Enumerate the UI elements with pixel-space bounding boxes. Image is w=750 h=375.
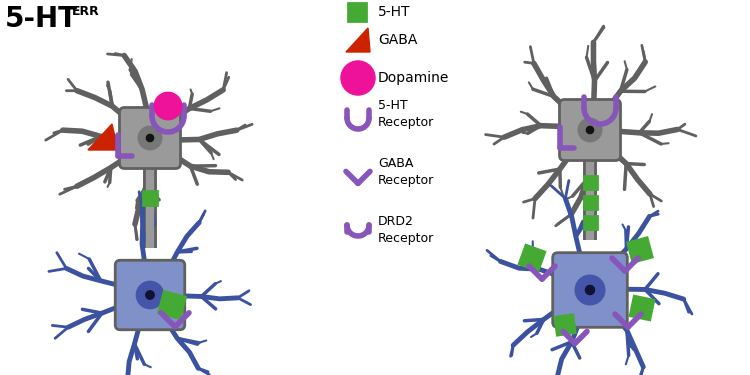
Polygon shape — [519, 245, 544, 271]
Circle shape — [578, 118, 602, 141]
FancyBboxPatch shape — [116, 260, 184, 330]
Text: 5-HT: 5-HT — [378, 5, 410, 19]
Polygon shape — [158, 291, 185, 318]
Circle shape — [146, 291, 154, 299]
Polygon shape — [88, 124, 118, 150]
Polygon shape — [628, 238, 652, 262]
Circle shape — [586, 285, 595, 294]
Polygon shape — [348, 3, 366, 21]
Text: DRD2
Receptor: DRD2 Receptor — [378, 215, 434, 245]
FancyBboxPatch shape — [560, 99, 620, 160]
Text: Dopamine: Dopamine — [378, 71, 449, 85]
Circle shape — [575, 276, 604, 304]
Text: GABA
Receptor: GABA Receptor — [378, 157, 434, 187]
Polygon shape — [555, 315, 575, 335]
Polygon shape — [346, 28, 370, 52]
Text: 5-HT: 5-HT — [5, 5, 78, 33]
Circle shape — [136, 282, 164, 308]
Circle shape — [155, 93, 181, 119]
Polygon shape — [584, 195, 596, 208]
Polygon shape — [584, 216, 596, 228]
Polygon shape — [630, 296, 654, 320]
Circle shape — [342, 62, 374, 94]
Polygon shape — [584, 176, 596, 189]
Text: GABA: GABA — [378, 33, 417, 47]
Polygon shape — [143, 191, 157, 205]
Circle shape — [586, 126, 593, 134]
FancyBboxPatch shape — [553, 253, 627, 327]
FancyBboxPatch shape — [119, 108, 181, 168]
Circle shape — [146, 134, 154, 142]
Text: 5-HT
Receptor: 5-HT Receptor — [378, 99, 434, 129]
Circle shape — [139, 127, 161, 149]
Text: ERR: ERR — [72, 5, 100, 18]
